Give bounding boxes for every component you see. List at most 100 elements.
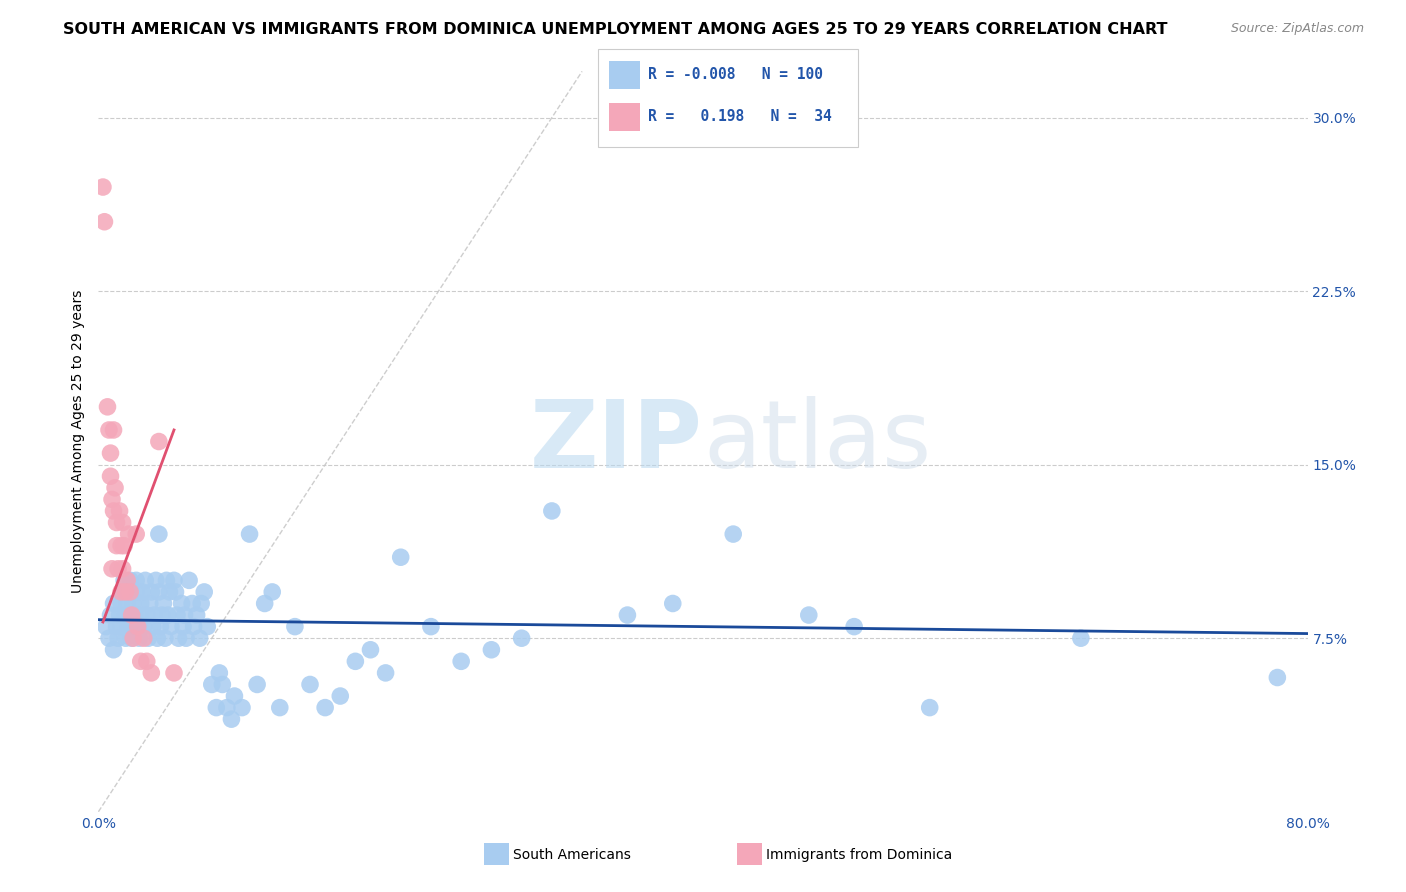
Point [103, 597, 125, 611]
Point [118, 585, 141, 599]
Point [918, 700, 941, 714]
Point [127, 619, 149, 633]
Point [120, 585, 142, 599]
Point [797, 608, 820, 623]
Point [723, 527, 745, 541]
Point [360, 642, 382, 657]
Point [231, 700, 253, 714]
Point [98, 631, 121, 645]
Point [108, 608, 131, 623]
Point [139, 597, 162, 611]
Point [188, 631, 211, 645]
Point [125, 527, 148, 541]
Point [111, 516, 134, 530]
Point [134, 574, 156, 588]
Point [150, 608, 173, 623]
Point [481, 642, 503, 657]
Point [163, 665, 186, 680]
Point [141, 585, 163, 599]
Point [661, 597, 683, 611]
Point [450, 654, 472, 668]
Point [100, 608, 122, 623]
Point [246, 677, 269, 691]
Point [132, 619, 155, 633]
Point [224, 689, 246, 703]
Point [193, 585, 215, 599]
Text: South Americans: South Americans [513, 847, 631, 862]
Point [124, 608, 146, 623]
Point [374, 665, 396, 680]
Text: Source: ZipAtlas.com: Source: ZipAtlas.com [1230, 22, 1364, 36]
Text: R =   0.198   N =  34: R = 0.198 N = 34 [648, 110, 832, 124]
Point [107, 562, 129, 576]
Y-axis label: Unemployment Among Ages 25 to 29 years: Unemployment Among Ages 25 to 29 years [70, 290, 84, 593]
Point [163, 574, 186, 588]
Point [1267, 671, 1289, 685]
Point [110, 597, 132, 611]
Point [127, 619, 149, 633]
Point [112, 574, 135, 588]
Point [114, 631, 136, 645]
Point [172, 619, 194, 633]
Point [211, 677, 233, 691]
Point [122, 631, 145, 645]
Point [420, 619, 443, 633]
Point [156, 608, 179, 623]
Point [129, 608, 152, 623]
Point [129, 597, 152, 611]
Point [104, 481, 127, 495]
Point [132, 631, 155, 645]
Point [174, 631, 197, 645]
Point [100, 469, 122, 483]
Point [121, 631, 143, 645]
Point [110, 539, 132, 553]
Point [125, 574, 148, 588]
Point [122, 597, 145, 611]
Point [118, 619, 141, 633]
Point [101, 492, 124, 507]
Point [93, 215, 115, 229]
Point [160, 619, 183, 633]
Point [111, 562, 134, 576]
Point [121, 608, 143, 623]
Point [143, 608, 166, 623]
Point [205, 700, 228, 714]
Point [118, 608, 141, 623]
Point [344, 654, 367, 668]
Point [153, 631, 176, 645]
Point [183, 619, 205, 633]
Point [148, 527, 170, 541]
Point [269, 700, 291, 714]
Point [165, 585, 187, 599]
Point [208, 665, 231, 680]
Point [103, 642, 125, 657]
Point [135, 608, 157, 623]
Point [101, 562, 124, 576]
Point [98, 423, 121, 437]
Point [110, 619, 132, 633]
Point [253, 597, 276, 611]
Point [142, 619, 165, 633]
Point [239, 527, 262, 541]
Point [114, 585, 136, 599]
Point [91, 180, 114, 194]
Point [159, 585, 181, 599]
Point [148, 434, 170, 449]
Point [141, 665, 163, 680]
Point [389, 550, 412, 565]
Text: ZIP: ZIP [530, 395, 703, 488]
Text: R = -0.008   N = 100: R = -0.008 N = 100 [648, 68, 823, 82]
Point [167, 631, 190, 645]
Point [115, 574, 138, 588]
Point [114, 608, 136, 623]
Point [103, 423, 125, 437]
Point [1070, 631, 1092, 645]
Point [125, 585, 148, 599]
Point [221, 712, 243, 726]
Point [111, 585, 134, 599]
Point [314, 700, 336, 714]
Point [262, 585, 284, 599]
Point [181, 597, 204, 611]
Point [190, 597, 212, 611]
Point [120, 574, 142, 588]
